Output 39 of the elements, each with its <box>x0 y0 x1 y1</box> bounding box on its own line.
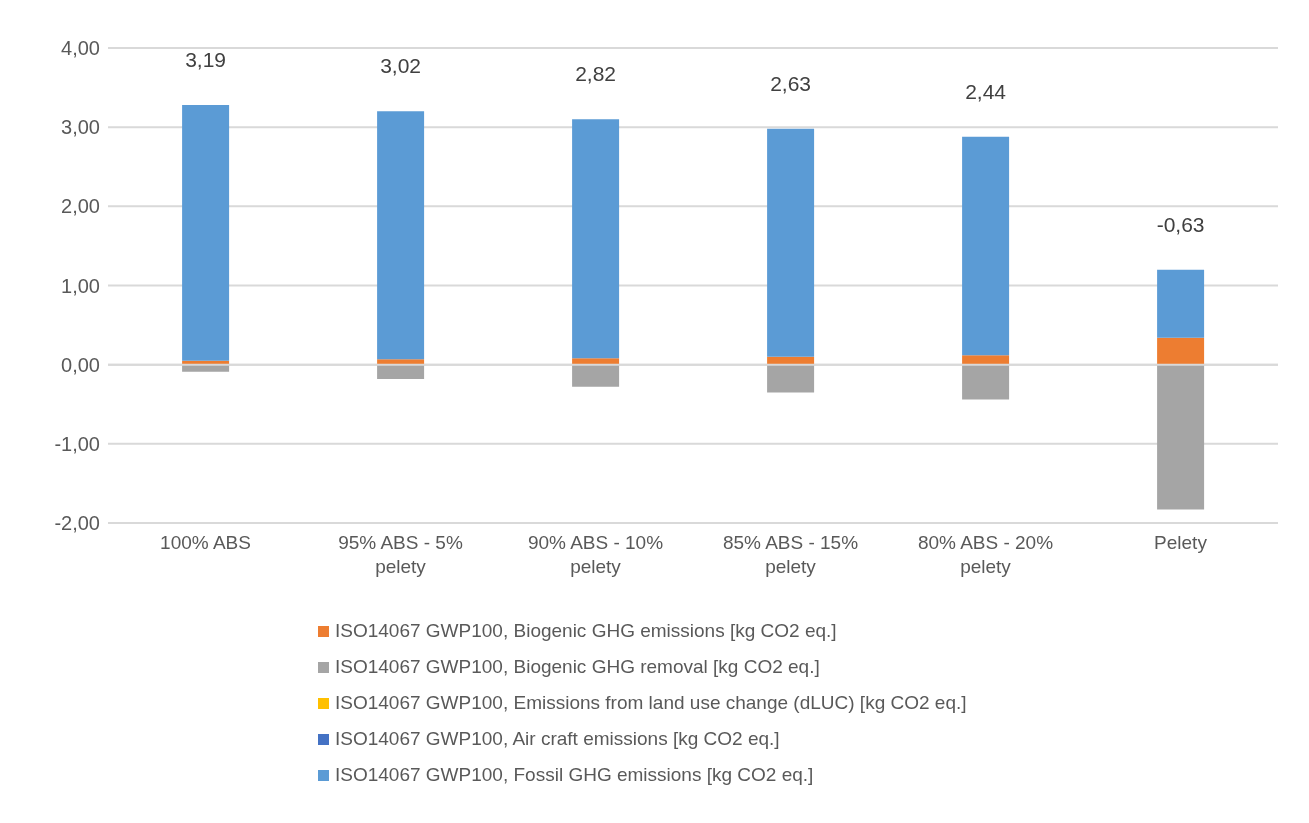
y-tick-label: 2,00 <box>61 195 100 218</box>
bar <box>182 105 230 361</box>
bar <box>962 355 1010 365</box>
bar <box>572 364 620 387</box>
bar <box>767 364 815 393</box>
total-label: 2,63 <box>770 71 812 95</box>
y-tick-label: 0,00 <box>61 353 100 376</box>
bar <box>1157 337 1205 365</box>
x-tick-label: Pelety <box>1154 532 1208 553</box>
total-label: 2,44 <box>965 79 1007 103</box>
y-tick-label: -1,00 <box>54 432 100 455</box>
x-tick-label: 90% ABS - 10% pelety <box>527 532 664 577</box>
legend-label: ISO14067 GWP100, Air craft emissions [kg CO2 eq.] <box>335 728 780 750</box>
total-label: -0,63 <box>1156 212 1205 236</box>
x-tick-label: 80% ABS - 20% pelety <box>917 532 1054 577</box>
total-label: 3,02 <box>380 54 422 78</box>
legend-label: ISO14067 GWP100, Fossil GHG emissions [kg CO2 eq.] <box>335 764 814 786</box>
bar <box>377 359 425 365</box>
bar <box>962 136 1010 356</box>
legend-label: ISO14067 GWP100, Biogenic GHG removal [kg CO2 eq.] <box>335 656 820 678</box>
x-tick-label: 85% ABS - 15% pelety <box>722 532 859 577</box>
bar <box>1157 364 1205 510</box>
y-tick-label: -2,00 <box>54 512 100 535</box>
bar <box>572 119 620 359</box>
total-label: 2,82 <box>575 62 617 86</box>
x-tick-label: 95% ABS - 5% pelety <box>338 532 463 577</box>
bar <box>1157 269 1205 338</box>
y-tick-label: 1,00 <box>61 274 100 297</box>
bar <box>377 364 425 379</box>
bar <box>962 364 1010 400</box>
legend-label: ISO14067 GWP100, Biogenic GHG emissions [kg CO2 eq.] <box>335 620 837 642</box>
y-tick-label: 4,00 <box>61 37 100 60</box>
y-tick-label: 3,00 <box>61 116 100 139</box>
legend-label: ISO14067 GWP100, Emissions from land use change (dLUC) [kg CO2 eq.] <box>335 692 967 714</box>
bar <box>572 358 620 365</box>
bar <box>767 128 815 357</box>
bar <box>377 111 425 360</box>
total-label: 3,19 <box>185 48 227 71</box>
x-tick-label: 100% ABS <box>160 532 251 553</box>
